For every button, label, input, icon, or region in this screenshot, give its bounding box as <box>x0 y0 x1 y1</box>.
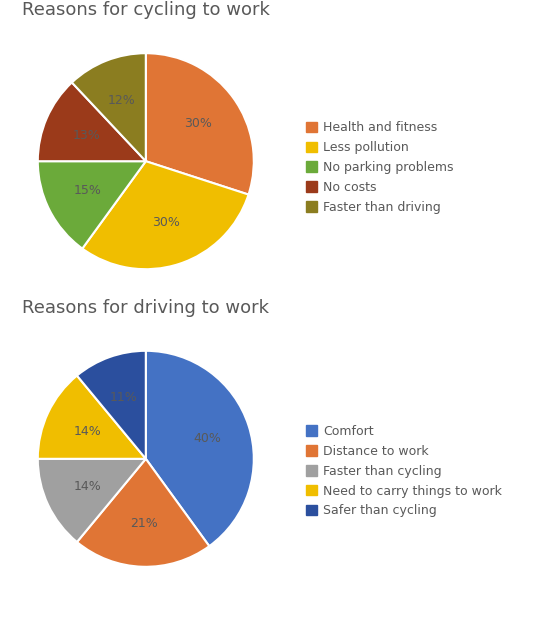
Text: 14%: 14% <box>73 425 101 438</box>
Wedge shape <box>146 351 254 546</box>
Text: 30%: 30% <box>184 117 212 130</box>
Text: 40%: 40% <box>193 432 221 445</box>
Legend: Comfort, Distance to work, Faster than cycling, Need to carry things to work, Sa: Comfort, Distance to work, Faster than c… <box>306 425 502 518</box>
Legend: Health and fitness, Less pollution, No parking problems, No costs, Faster than d: Health and fitness, Less pollution, No p… <box>306 121 454 214</box>
Wedge shape <box>38 161 146 249</box>
Text: 30%: 30% <box>152 216 180 229</box>
Title: Reasons for driving to work: Reasons for driving to work <box>22 299 269 317</box>
Text: 11%: 11% <box>110 391 138 404</box>
Wedge shape <box>77 459 210 567</box>
Wedge shape <box>82 161 248 269</box>
Wedge shape <box>72 53 146 161</box>
Text: 15%: 15% <box>74 184 102 197</box>
Wedge shape <box>146 53 254 195</box>
Wedge shape <box>77 351 146 459</box>
Wedge shape <box>38 459 146 542</box>
Text: 12%: 12% <box>108 94 136 107</box>
Text: 13%: 13% <box>72 129 100 142</box>
Title: Reasons for cycling to work: Reasons for cycling to work <box>22 1 270 19</box>
Wedge shape <box>38 82 146 161</box>
Wedge shape <box>38 376 146 459</box>
Text: 14%: 14% <box>73 480 101 493</box>
Text: 21%: 21% <box>130 517 158 530</box>
